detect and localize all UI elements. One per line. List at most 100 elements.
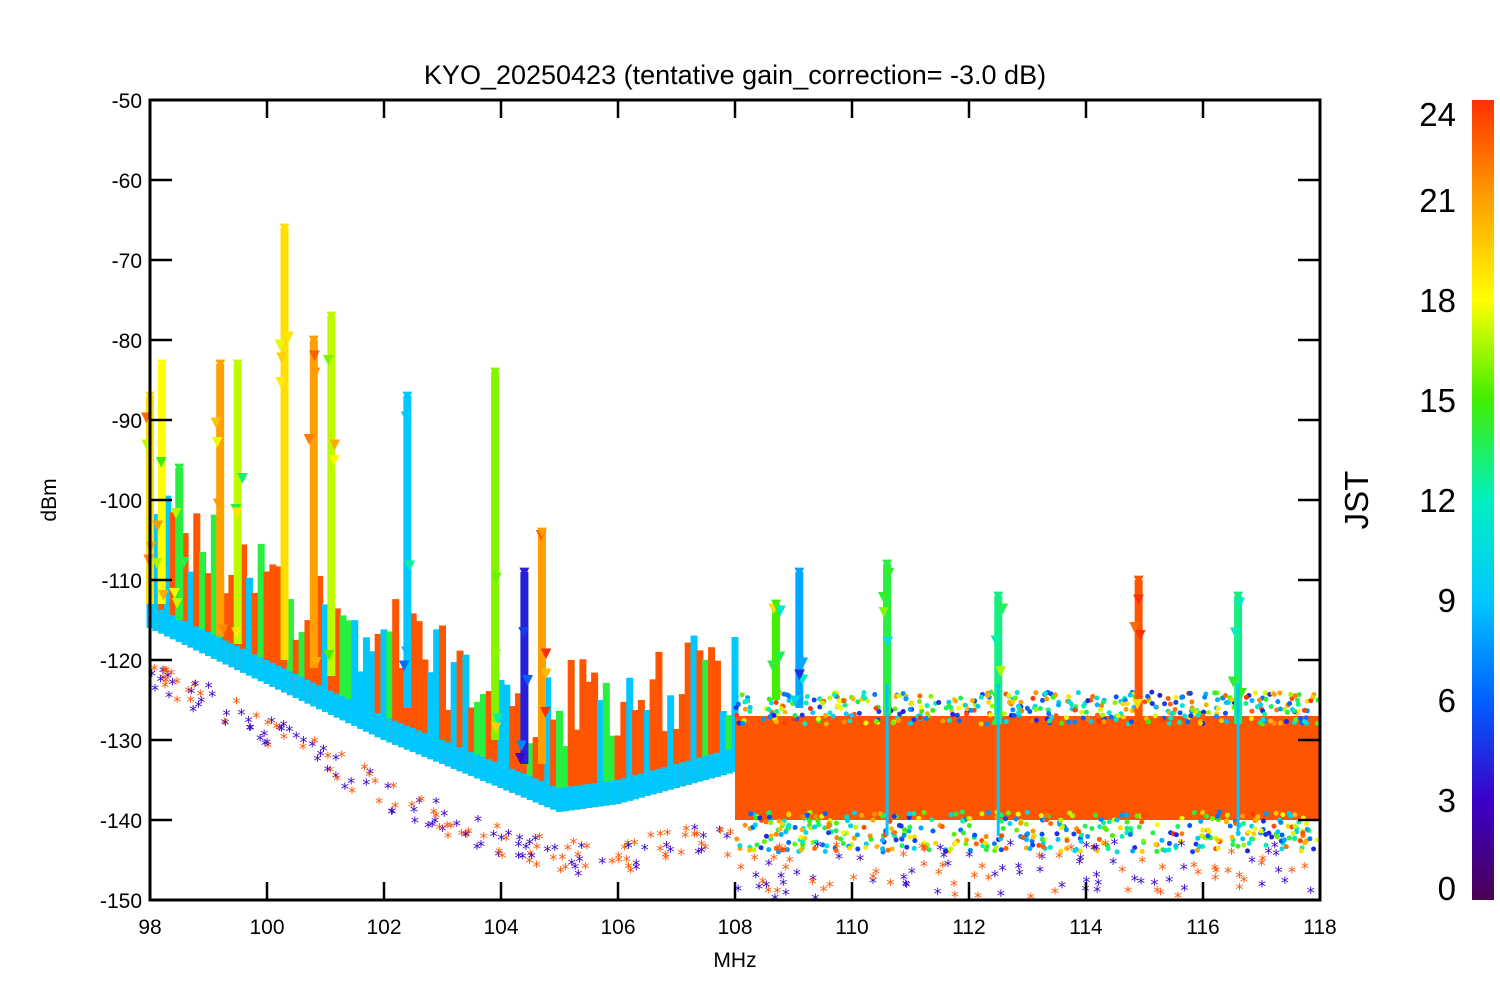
data-point: * (151, 680, 159, 699)
data-point: * (793, 865, 801, 884)
data-point (1165, 695, 1171, 701)
data-point (991, 841, 997, 847)
band-column (450, 662, 458, 769)
data-point (1245, 848, 1251, 854)
data-point: * (574, 866, 582, 885)
band-column (181, 533, 189, 645)
data-point: * (886, 875, 894, 894)
data-point: * (173, 673, 181, 692)
data-point (1094, 695, 1100, 701)
data-point: * (965, 847, 973, 866)
peak-marker: ▼ (275, 336, 286, 352)
peak-marker: ▼ (141, 410, 152, 426)
data-point (1205, 833, 1211, 839)
data-point (1014, 827, 1020, 833)
data-point (1047, 718, 1053, 724)
data-point: * (430, 804, 438, 823)
band-column (210, 634, 218, 659)
peak-marker: ▼ (540, 704, 551, 720)
peak-tip: ▼ (882, 557, 892, 572)
band-column (497, 764, 505, 788)
data-point: * (764, 883, 772, 902)
data-point: * (656, 841, 664, 860)
data-point (1100, 699, 1106, 705)
data-point (1033, 690, 1039, 696)
data-point: * (903, 877, 911, 896)
data-point: * (1224, 863, 1232, 882)
data-point (1042, 691, 1048, 697)
data-point (1213, 713, 1219, 719)
data-point (887, 818, 893, 824)
data-point (1249, 708, 1255, 714)
peak-marker: ▼ (1135, 627, 1146, 643)
data-point: * (991, 867, 999, 886)
data-point: * (462, 827, 470, 846)
data-point: * (324, 762, 332, 781)
data-point (855, 699, 861, 705)
peak-tip: ▼ (1134, 573, 1144, 588)
colorbar (1472, 100, 1494, 900)
band-column (649, 679, 657, 795)
data-point (1166, 720, 1172, 726)
data-point: * (263, 734, 271, 753)
data-point (1303, 715, 1309, 721)
band-column (316, 685, 324, 710)
band-column (450, 744, 458, 769)
data-point (1212, 690, 1218, 696)
data-point: * (770, 850, 778, 869)
band-column (538, 737, 546, 805)
band-column (199, 629, 207, 654)
data-point (767, 714, 773, 720)
data-point: * (568, 855, 576, 874)
data-point: * (531, 831, 539, 850)
dense-band (733, 689, 1321, 855)
peak-marker: ▼ (212, 434, 223, 450)
data-point (1197, 720, 1203, 726)
data-point (838, 836, 844, 842)
data-point (1205, 709, 1211, 715)
data-point: * (233, 694, 241, 713)
data-point: * (631, 835, 639, 854)
data-point (917, 715, 923, 721)
data-point (1063, 827, 1069, 833)
data-point (1176, 719, 1182, 725)
data-point (1263, 842, 1269, 848)
data-point: * (237, 705, 245, 724)
data-point (1012, 695, 1018, 701)
band-column (667, 695, 675, 790)
data-point (1108, 714, 1114, 720)
data-point: * (191, 676, 199, 695)
data-point (1027, 846, 1033, 852)
data-point (1240, 821, 1246, 827)
data-point (998, 812, 1004, 818)
data-point (1114, 817, 1120, 823)
peak-marker: ▼ (541, 646, 552, 662)
data-point (757, 815, 763, 821)
data-point (1189, 699, 1195, 705)
data-point (1153, 704, 1159, 710)
band-column (152, 514, 160, 631)
data-point (1070, 813, 1076, 819)
data-point: * (1082, 838, 1090, 857)
data-point: * (691, 820, 699, 839)
band-column (187, 623, 195, 648)
data-point (779, 847, 785, 853)
data-point: * (264, 737, 272, 756)
band-column (485, 759, 493, 784)
band-column (298, 676, 306, 701)
data-point: * (1307, 883, 1315, 902)
data-point (1229, 834, 1235, 840)
band-column (368, 710, 376, 735)
data-point (948, 846, 954, 852)
band-column (433, 737, 441, 762)
band-column (567, 786, 575, 811)
data-point: * (1094, 875, 1102, 894)
data-point: * (970, 868, 978, 887)
band-column (585, 784, 593, 808)
data-point (908, 700, 914, 706)
data-point (790, 701, 796, 707)
data-point (1168, 715, 1174, 721)
data-point: * (184, 683, 192, 702)
peak-column (1234, 596, 1243, 724)
data-point: * (726, 824, 734, 843)
